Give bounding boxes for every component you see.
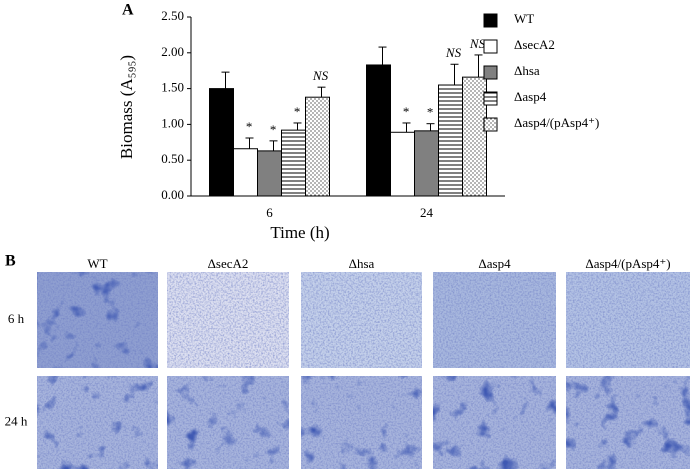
- x-axis-title: Time (h): [270, 223, 329, 242]
- significance-label: *: [426, 105, 433, 120]
- micrograph-texture: [566, 272, 690, 368]
- micrograph-clumps: [433, 376, 556, 469]
- column-header: Δasp4/(pAsp4⁺): [585, 256, 670, 271]
- column-header: Δasp4: [478, 256, 511, 271]
- bar: [233, 148, 258, 197]
- column-header: Δhsa: [349, 256, 375, 271]
- row-label: 24 h: [5, 413, 28, 428]
- bar: [209, 88, 234, 197]
- legend-swatch: [483, 65, 498, 80]
- legend-label: Δasp4/(pAsp4⁺): [514, 115, 599, 130]
- x-tick-label: 6: [266, 205, 273, 220]
- micrograph-texture: [301, 272, 422, 368]
- x-tick-label: 24: [420, 205, 434, 220]
- legend-label: WT: [514, 11, 534, 26]
- significance-label: *: [293, 104, 300, 119]
- column-header: ΔsecA2: [208, 256, 249, 271]
- bar: [366, 64, 391, 197]
- y-tick-label: 2.50: [161, 8, 184, 23]
- y-tick-label: 0.00: [161, 187, 184, 202]
- bar: [438, 84, 463, 197]
- panel-label: A: [122, 2, 134, 19]
- micrograph-clumps: [566, 376, 690, 469]
- bar: [257, 150, 282, 197]
- significance-label: *: [245, 119, 252, 134]
- legend-label: Δasp4: [514, 89, 547, 104]
- legend-swatch: [483, 117, 498, 132]
- y-tick-label: 1.50: [161, 80, 184, 95]
- legend-swatch: [483, 39, 498, 54]
- panel-label: B: [5, 253, 16, 270]
- significance-label: NS: [445, 45, 462, 60]
- bar: [305, 96, 330, 197]
- micrograph-clumps: [37, 376, 158, 469]
- micrograph-clumps: [167, 376, 289, 469]
- bar: [414, 130, 439, 197]
- significance-label: NS: [469, 36, 486, 51]
- y-tick-label: 0.50: [161, 151, 184, 166]
- bar: [462, 76, 487, 197]
- row-label: 6 h: [8, 311, 25, 326]
- significance-label: *: [402, 104, 409, 119]
- column-header: WT: [87, 256, 107, 271]
- y-tick-label: 1.00: [161, 115, 184, 130]
- significance-label: NS: [312, 68, 329, 83]
- micrograph-texture: [433, 272, 556, 368]
- micrograph-clumps: [301, 376, 422, 469]
- y-axis-title: Biomass (A₅₉₅): [117, 55, 136, 159]
- y-tick-label: 2.00: [161, 44, 184, 59]
- bar: [390, 131, 415, 197]
- micrograph-clumps: [37, 272, 158, 368]
- legend-label: Δhsa: [514, 63, 540, 78]
- micrograph-texture: [167, 272, 289, 368]
- legend-swatch: [483, 91, 498, 106]
- legend-label: ΔsecA2: [514, 37, 555, 52]
- legend-swatch: [483, 13, 498, 28]
- bar: [281, 129, 306, 197]
- significance-label: *: [269, 122, 276, 137]
